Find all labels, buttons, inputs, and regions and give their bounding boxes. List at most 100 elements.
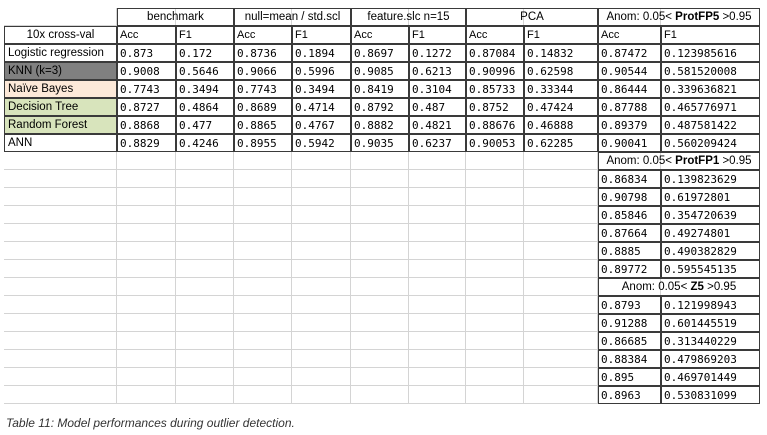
grid-cell[interactable]	[409, 296, 466, 314]
grid-cell[interactable]	[409, 260, 466, 278]
grid-cell[interactable]	[351, 188, 409, 206]
grid-cell[interactable]	[4, 242, 117, 260]
grid-cell[interactable]	[351, 386, 409, 404]
grid-cell[interactable]	[292, 188, 351, 206]
grid-cell[interactable]	[466, 314, 524, 332]
grid-cell[interactable]	[466, 152, 524, 170]
grid-cell[interactable]	[351, 278, 409, 296]
grid-cell[interactable]	[176, 206, 234, 224]
grid-cell[interactable]	[234, 188, 292, 206]
grid-cell[interactable]	[4, 206, 117, 224]
grid-cell[interactable]	[351, 260, 409, 278]
grid-cell[interactable]	[176, 170, 234, 188]
grid-cell[interactable]	[234, 278, 292, 296]
grid-cell[interactable]	[524, 260, 598, 278]
grid-cell[interactable]	[292, 242, 351, 260]
grid-cell[interactable]	[292, 260, 351, 278]
grid-cell[interactable]	[4, 260, 117, 278]
grid-cell[interactable]	[234, 206, 292, 224]
grid-cell[interactable]	[234, 224, 292, 242]
grid-cell[interactable]	[4, 386, 117, 404]
grid-cell[interactable]	[4, 296, 117, 314]
grid-cell[interactable]	[292, 206, 351, 224]
grid-cell[interactable]	[176, 152, 234, 170]
grid-cell[interactable]	[292, 278, 351, 296]
grid-cell[interactable]	[409, 152, 466, 170]
grid-cell[interactable]	[292, 152, 351, 170]
grid-cell[interactable]	[351, 368, 409, 386]
grid-cell[interactable]	[466, 242, 524, 260]
grid-cell[interactable]	[4, 188, 117, 206]
grid-cell[interactable]	[466, 386, 524, 404]
grid-cell[interactable]	[176, 368, 234, 386]
grid-cell[interactable]	[117, 386, 176, 404]
grid-cell[interactable]	[234, 332, 292, 350]
grid-cell[interactable]	[234, 242, 292, 260]
grid-cell[interactable]	[4, 224, 117, 242]
grid-cell[interactable]	[466, 296, 524, 314]
grid-cell[interactable]	[409, 224, 466, 242]
grid-cell[interactable]	[351, 350, 409, 368]
grid-cell[interactable]	[117, 152, 176, 170]
grid-cell[interactable]	[466, 350, 524, 368]
grid-cell[interactable]	[176, 332, 234, 350]
grid-cell[interactable]	[117, 242, 176, 260]
grid-cell[interactable]	[524, 314, 598, 332]
grid-cell[interactable]	[176, 260, 234, 278]
grid-cell[interactable]	[466, 206, 524, 224]
grid-cell[interactable]	[524, 242, 598, 260]
grid-cell[interactable]	[409, 350, 466, 368]
grid-cell[interactable]	[409, 242, 466, 260]
grid-cell[interactable]	[117, 350, 176, 368]
grid-cell[interactable]	[524, 170, 598, 188]
grid-cell[interactable]	[292, 332, 351, 350]
grid-cell[interactable]	[4, 314, 117, 332]
grid-cell[interactable]	[234, 260, 292, 278]
grid-cell[interactable]	[409, 368, 466, 386]
grid-cell[interactable]	[409, 314, 466, 332]
grid-cell[interactable]	[351, 314, 409, 332]
grid-cell[interactable]	[117, 260, 176, 278]
grid-cell[interactable]	[351, 332, 409, 350]
grid-cell[interactable]	[524, 188, 598, 206]
grid-cell[interactable]	[351, 170, 409, 188]
grid-cell[interactable]	[466, 368, 524, 386]
grid-cell[interactable]	[292, 350, 351, 368]
grid-cell[interactable]	[524, 152, 598, 170]
grid-cell[interactable]	[117, 296, 176, 314]
grid-cell[interactable]	[117, 278, 176, 296]
grid-cell[interactable]	[4, 152, 117, 170]
grid-cell[interactable]	[409, 170, 466, 188]
grid-cell[interactable]	[176, 224, 234, 242]
grid-cell[interactable]	[176, 278, 234, 296]
grid-cell[interactable]	[409, 188, 466, 206]
grid-cell[interactable]	[234, 368, 292, 386]
grid-cell[interactable]	[176, 350, 234, 368]
grid-cell[interactable]	[351, 296, 409, 314]
grid-cell[interactable]	[524, 278, 598, 296]
grid-cell[interactable]	[117, 188, 176, 206]
grid-cell[interactable]	[234, 170, 292, 188]
grid-cell[interactable]	[176, 188, 234, 206]
grid-cell[interactable]	[466, 170, 524, 188]
grid-cell[interactable]	[117, 206, 176, 224]
grid-cell[interactable]	[292, 296, 351, 314]
grid-cell[interactable]	[351, 242, 409, 260]
grid-cell[interactable]	[117, 224, 176, 242]
grid-cell[interactable]	[4, 8, 117, 26]
grid-cell[interactable]	[524, 224, 598, 242]
grid-cell[interactable]	[524, 296, 598, 314]
grid-cell[interactable]	[176, 314, 234, 332]
grid-cell[interactable]	[117, 314, 176, 332]
grid-cell[interactable]	[292, 368, 351, 386]
grid-cell[interactable]	[292, 170, 351, 188]
grid-cell[interactable]	[524, 332, 598, 350]
grid-cell[interactable]	[466, 260, 524, 278]
grid-cell[interactable]	[466, 224, 524, 242]
grid-cell[interactable]	[466, 332, 524, 350]
grid-cell[interactable]	[234, 386, 292, 404]
grid-cell[interactable]	[234, 350, 292, 368]
grid-cell[interactable]	[524, 350, 598, 368]
grid-cell[interactable]	[524, 368, 598, 386]
grid-cell[interactable]	[117, 170, 176, 188]
